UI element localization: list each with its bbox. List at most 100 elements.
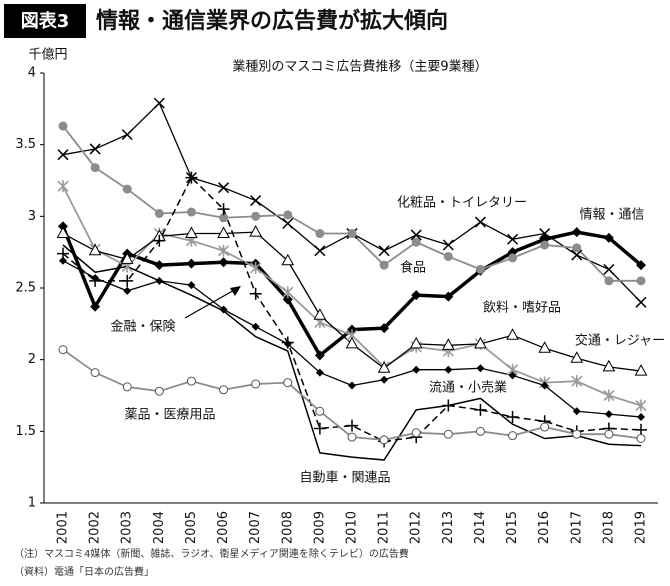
marker: [218, 257, 229, 268]
marker: [56, 226, 70, 239]
series-line: [62, 185, 642, 407]
series-label: 情報・通信: [579, 208, 644, 223]
marker: [508, 253, 518, 263]
label-arrow: [184, 288, 237, 319]
x-tick-label: 2001: [56, 511, 71, 544]
marker: [508, 431, 518, 441]
marker: [120, 252, 134, 264]
marker: [571, 227, 582, 238]
marker: [91, 273, 100, 282]
marker: [251, 322, 260, 331]
marker: [506, 328, 519, 340]
y-tick-label: 4: [28, 66, 36, 81]
marker: [153, 234, 166, 247]
x-tick-label: 2008: [280, 511, 295, 544]
marker: [219, 213, 229, 223]
marker: [379, 323, 390, 334]
marker: [442, 239, 454, 251]
marker: [250, 195, 262, 207]
marker: [314, 245, 326, 257]
y-axis-label: 千億円: [28, 47, 67, 63]
marker: [186, 258, 197, 269]
label-bg: [399, 259, 427, 277]
marker: [571, 249, 583, 261]
marker: [572, 429, 582, 439]
marker: [345, 336, 359, 349]
x-tick-label: 2010: [345, 511, 360, 544]
figure-label: 図表3: [21, 10, 70, 32]
marker: [58, 121, 68, 131]
x-tick-label: 2011: [377, 511, 392, 544]
marker: [90, 368, 100, 378]
marker: [249, 225, 263, 237]
marker: [219, 305, 228, 314]
marker: [219, 385, 229, 395]
marker: [604, 410, 613, 419]
x-tick-label: 2015: [505, 511, 520, 544]
marker: [90, 301, 101, 312]
marker: [443, 429, 453, 439]
x-tick-label: 2009: [312, 511, 327, 544]
marker: [635, 399, 647, 412]
marker: [315, 368, 324, 377]
marker: [282, 286, 294, 299]
marker: [378, 245, 390, 257]
marker: [281, 253, 295, 266]
marker: [603, 232, 614, 243]
marker: [604, 429, 614, 439]
x-tick-label: 2016: [537, 511, 552, 544]
marker: [314, 350, 325, 361]
y-tick-label: 1.5: [15, 424, 36, 439]
marker: [251, 379, 261, 389]
label-arrowhead: [230, 286, 241, 296]
label-bg: [395, 194, 529, 212]
x-tick-label: 2017: [569, 511, 584, 544]
marker: [121, 129, 133, 141]
marker: [217, 226, 230, 239]
marker: [476, 364, 485, 373]
series-label: 化粧品・トイレタリー: [397, 196, 527, 211]
label-bg: [123, 406, 217, 424]
x-tick-label: 2012: [409, 511, 424, 544]
marker: [539, 228, 551, 240]
y-tick-label: 2: [28, 352, 36, 367]
marker: [58, 221, 68, 232]
marker: [218, 182, 230, 194]
x-tick-label: 2003: [120, 511, 135, 544]
marker: [603, 389, 615, 402]
y-tick-label: 2.5: [15, 281, 36, 296]
marker: [508, 371, 517, 380]
marker: [187, 281, 196, 290]
marker: [442, 399, 455, 412]
series-label: 交通・レジャー: [575, 333, 665, 349]
label-bg: [298, 469, 392, 487]
series-label: 流通・小売業: [429, 380, 507, 396]
marker: [506, 411, 519, 423]
marker: [217, 203, 230, 216]
series-line: [62, 125, 641, 282]
marker: [185, 226, 198, 239]
y-tick-label: 3: [28, 209, 36, 224]
marker: [474, 216, 486, 228]
note: （注）マスコミ4媒体（新聞、雑誌、ラジオ、衛星メディア関連を除くテレビ）の広告費: [14, 547, 409, 560]
marker: [315, 229, 325, 239]
marker: [155, 276, 164, 285]
marker: [602, 359, 616, 372]
marker: [313, 422, 326, 435]
chart-title: 情報・通信業界の広告費が拡大傾向: [96, 8, 448, 34]
marker: [154, 260, 165, 271]
x-tick-label: 2002: [88, 511, 103, 544]
series-line: [62, 102, 642, 303]
marker: [251, 211, 261, 221]
x-tick-label: 2005: [184, 511, 199, 544]
label-bg: [578, 206, 646, 224]
marker: [154, 386, 164, 396]
marker: [122, 184, 132, 194]
label-bg: [573, 332, 667, 350]
x-tick-label: 2006: [216, 511, 231, 544]
marker: [90, 163, 100, 173]
marker: [58, 345, 68, 355]
marker: [441, 338, 455, 350]
marker: [635, 296, 647, 308]
